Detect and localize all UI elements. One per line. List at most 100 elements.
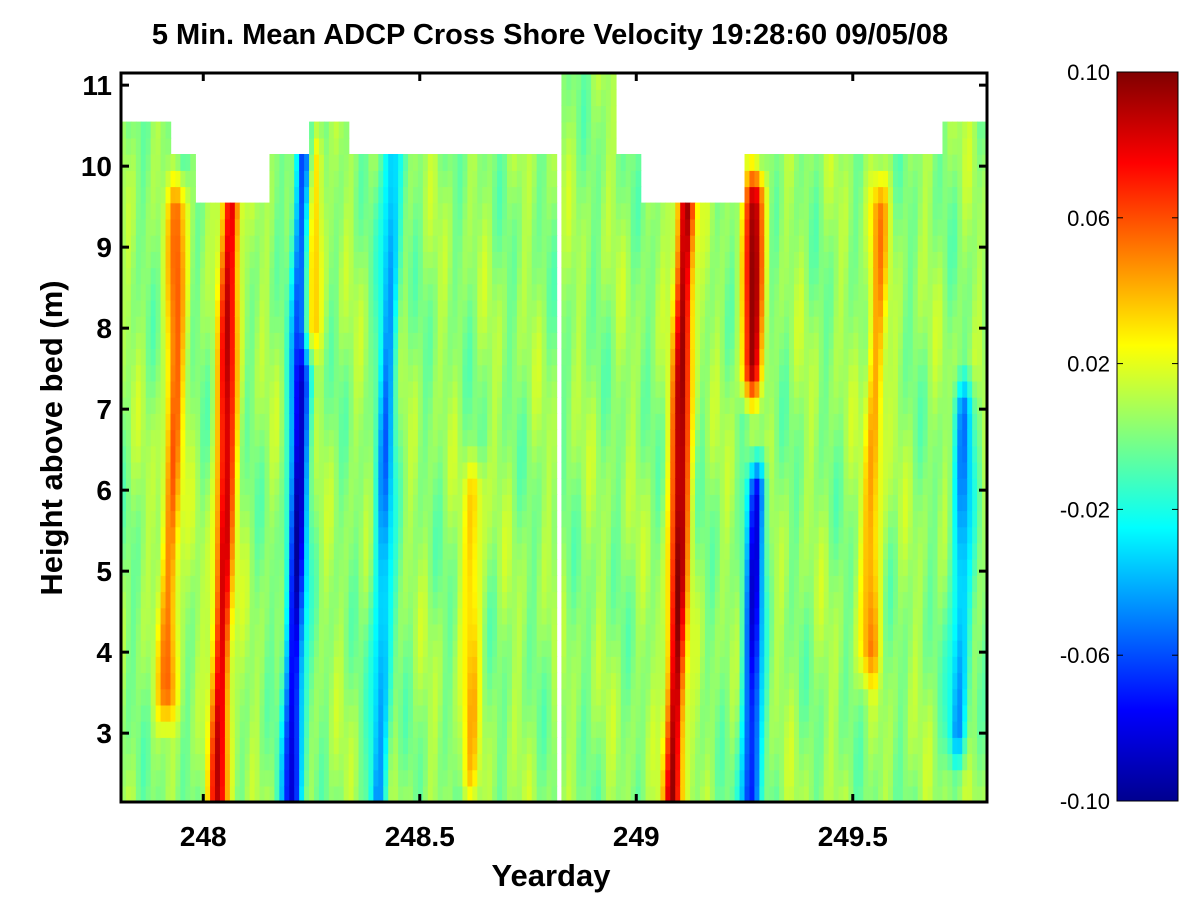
heatmap-cell bbox=[210, 202, 216, 220]
heatmap-cell bbox=[516, 202, 523, 220]
heatmap-cell bbox=[205, 380, 211, 398]
heatmap-cell bbox=[655, 607, 662, 625]
heatmap-cell bbox=[130, 704, 137, 722]
heatmap-cell bbox=[408, 170, 414, 188]
heatmap-cell bbox=[249, 656, 256, 674]
heatmap-cell bbox=[561, 267, 568, 285]
heatmap-cell bbox=[625, 429, 632, 447]
heatmap-cell bbox=[497, 186, 503, 204]
heatmap-cell bbox=[254, 672, 261, 690]
heatmap-cell bbox=[145, 380, 152, 398]
heatmap-cell bbox=[200, 656, 206, 674]
heatmap-cell bbox=[670, 607, 676, 625]
heatmap-cell bbox=[363, 753, 370, 771]
heatmap-cell bbox=[487, 721, 493, 738]
heatmap-cell bbox=[299, 721, 305, 738]
heatmap-cell bbox=[551, 170, 558, 188]
heatmap-cell bbox=[487, 575, 493, 593]
heatmap-cell bbox=[695, 640, 701, 657]
heatmap-cell bbox=[219, 721, 226, 738]
heatmap-cell bbox=[729, 332, 736, 350]
heatmap-cell bbox=[660, 397, 667, 414]
heatmap-cell bbox=[145, 753, 152, 771]
heatmap-cell bbox=[521, 267, 528, 285]
heatmap-cell bbox=[690, 607, 696, 625]
heatmap-cell bbox=[155, 721, 162, 738]
heatmap-cell bbox=[333, 737, 340, 755]
heatmap-cell bbox=[244, 526, 251, 544]
heatmap-cell bbox=[714, 769, 721, 787]
heatmap-cell bbox=[704, 559, 711, 576]
heatmap-cell bbox=[388, 170, 394, 188]
heatmap-cell bbox=[650, 251, 657, 269]
heatmap-cell bbox=[294, 283, 300, 301]
heatmap-cell bbox=[259, 607, 266, 625]
heatmap-cell bbox=[635, 397, 642, 414]
heatmap-cell bbox=[388, 380, 394, 398]
heatmap-cell bbox=[650, 623, 657, 641]
heatmap-cell bbox=[650, 283, 657, 301]
heatmap-cell bbox=[670, 656, 676, 674]
heatmap-cell bbox=[625, 380, 632, 398]
heatmap-cell bbox=[398, 429, 404, 447]
heatmap-cell bbox=[502, 218, 508, 236]
heatmap-cell bbox=[546, 688, 553, 706]
heatmap-cell bbox=[343, 397, 350, 414]
heatmap-cell bbox=[709, 559, 716, 576]
heatmap-cell bbox=[234, 623, 241, 641]
heatmap-cell bbox=[561, 170, 568, 188]
heatmap-cell bbox=[412, 413, 419, 431]
heatmap-cell bbox=[695, 332, 701, 350]
heatmap-cell bbox=[576, 332, 582, 350]
heatmap-cell bbox=[462, 623, 469, 641]
heatmap-cell bbox=[408, 688, 414, 706]
heatmap-cell bbox=[284, 283, 290, 301]
heatmap-cell bbox=[274, 251, 281, 269]
heatmap-cell bbox=[526, 721, 533, 738]
heatmap-cell bbox=[417, 704, 424, 722]
heatmap-cell bbox=[591, 299, 597, 317]
heatmap-cell bbox=[610, 478, 617, 495]
heatmap-cell bbox=[482, 332, 488, 350]
heatmap-cell bbox=[140, 607, 147, 625]
heatmap-cell bbox=[432, 186, 439, 204]
heatmap-cell bbox=[309, 154, 315, 171]
heatmap-cell bbox=[145, 154, 152, 171]
heatmap-cell bbox=[690, 526, 696, 544]
heatmap-cell bbox=[571, 251, 577, 269]
heatmap-cell bbox=[536, 235, 543, 252]
heatmap-cell bbox=[610, 251, 617, 269]
heatmap-cell bbox=[185, 218, 191, 236]
heatmap-cell bbox=[323, 769, 330, 787]
heatmap-cell bbox=[596, 380, 602, 398]
heatmap-cell bbox=[398, 526, 404, 544]
heatmap-cell bbox=[363, 267, 370, 285]
heatmap-cell bbox=[497, 753, 503, 771]
heatmap-cell bbox=[695, 461, 701, 479]
heatmap-cell bbox=[130, 640, 137, 657]
heatmap-cell bbox=[497, 283, 503, 301]
heatmap-cell bbox=[744, 753, 751, 771]
heatmap-cell bbox=[185, 364, 191, 382]
heatmap-cell bbox=[338, 721, 345, 738]
heatmap-cell bbox=[620, 380, 627, 398]
heatmap-cell bbox=[378, 413, 384, 431]
heatmap-cell bbox=[744, 607, 751, 625]
heatmap-cell bbox=[546, 283, 553, 301]
heatmap-cell bbox=[318, 267, 325, 285]
heatmap-cell bbox=[462, 575, 469, 593]
heatmap-cell bbox=[155, 283, 162, 301]
heatmap-cell bbox=[605, 704, 612, 722]
heatmap-cell bbox=[591, 769, 597, 787]
heatmap-cell bbox=[284, 753, 290, 771]
heatmap-cell bbox=[729, 461, 736, 479]
heatmap-cell bbox=[160, 526, 167, 544]
heatmap-cell bbox=[313, 704, 320, 722]
heatmap-cell bbox=[596, 785, 602, 802]
heatmap-cell bbox=[551, 542, 558, 560]
heatmap-cell bbox=[576, 623, 582, 641]
heatmap-cell bbox=[368, 510, 375, 528]
heatmap-cell bbox=[695, 785, 701, 802]
heatmap-cell bbox=[155, 121, 162, 139]
heatmap-cell bbox=[640, 769, 647, 787]
